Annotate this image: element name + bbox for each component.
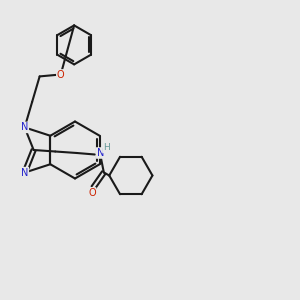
Text: N: N bbox=[21, 168, 28, 178]
Text: O: O bbox=[57, 70, 64, 80]
Text: N: N bbox=[21, 122, 28, 132]
Text: O: O bbox=[88, 188, 96, 198]
Text: H: H bbox=[103, 143, 110, 152]
Text: N: N bbox=[97, 148, 104, 158]
